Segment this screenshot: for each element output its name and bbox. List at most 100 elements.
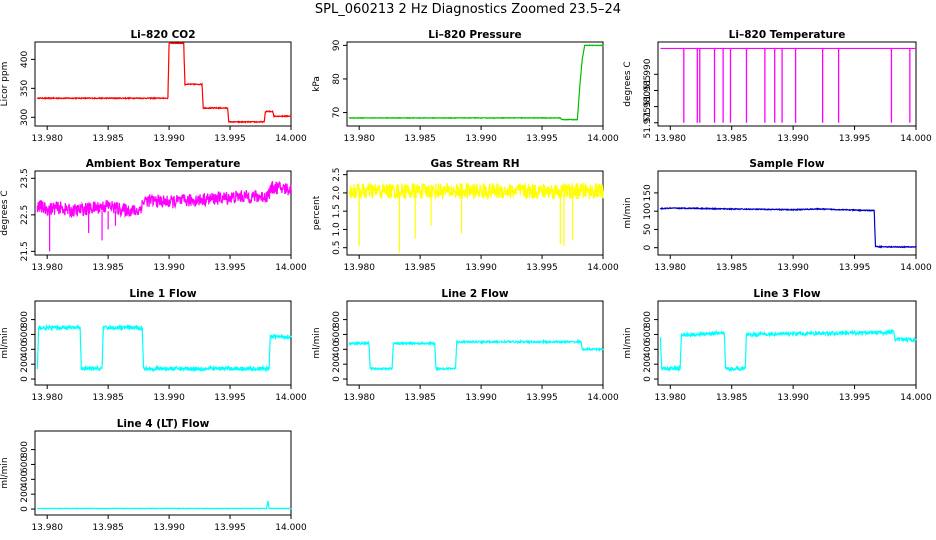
plot-frame [34,300,292,386]
panel-7: Line 1 Flow ml/min 13.980 13.985 13.990 13.99… [0,288,307,403]
x-tick-label: 13.995 [839,393,871,403]
y-tick-label: 200 [332,355,342,372]
x-tick-label: 13.990 [777,263,809,273]
x-tick-label: 14.000 [275,393,307,403]
panel-title: Li–820 Temperature [729,29,846,41]
panel-1: Li–820 CO2 Licor ppm 13.980 13.985 13.990 13.… [0,29,307,144]
y-tick-label: 200 [20,355,30,372]
panel-2: Li–820 Pressure kPa 13.980 13.985 13.990 13.9… [312,29,619,144]
y-tick-label: 350 [20,79,30,96]
series [659,206,917,249]
series-line [348,44,604,121]
x-tick-label: 13.980 [31,263,63,273]
y-tick-label: 0 [20,376,30,382]
y-tick-label: 1.0 [332,222,342,237]
x-tick-label: 14.000 [275,134,307,144]
x-tick-label: 13.985 [404,134,436,144]
y-tick-label: 600 [20,456,30,473]
x-tick-label: 13.985 [404,393,436,403]
panel-6: Sample Flow ml/min 13.980 13.985 13.990 13.99… [623,158,932,273]
x-tick-label: 13.985 [92,134,124,144]
y-tick-label: 800 [332,311,342,328]
x-tick-label: 13.990 [465,393,497,403]
plot-frame [346,300,604,386]
y-tick-label: 2.0 [332,185,342,200]
x-tick-label: 13.995 [839,263,871,273]
y-tick-label: 300 [20,108,30,125]
x-tick-label: 13.980 [655,393,687,403]
y-axis-label: ml/min [623,197,633,228]
y-tick-label: 22.5 [20,205,30,225]
y-tick-label: 0 [332,376,342,382]
series-line [36,41,292,124]
y-tick-label: 51.975 [643,107,653,138]
panel-title: Line 4 (LT) Flow [117,418,210,430]
x-tick-label: 14.000 [275,523,307,533]
y-tick-label: 90 [332,39,342,51]
y-tick-label: 400 [20,340,30,357]
y-axis-label: ml/min [623,327,633,358]
plot-frame [34,41,292,127]
y-axis-label: percent [312,195,322,230]
series [348,182,604,254]
y-tick-label: 800 [20,311,30,328]
series-line [36,180,292,219]
panel-9: Line 3 Flow ml/min 13.980 13.985 13.990 13.99… [623,288,932,403]
x-tick-label: 14.000 [900,263,932,273]
y-tick-label: 100 [643,202,653,219]
plot-frame [657,170,917,256]
y-tick-label: 0 [20,506,30,512]
x-tick-label: 13.995 [526,263,558,273]
y-tick-label: 200 [20,485,30,502]
plot-frame [34,430,292,516]
y-axis-label: kPa [312,76,322,92]
x-tick-label: 13.990 [465,263,497,273]
panel-title: Line 3 Flow [753,288,820,300]
y-tick-label: 400 [20,470,30,487]
series-line [36,323,292,373]
y-tick-label: 50 [643,223,653,235]
panel-8: Line 2 Flow ml/min 13.980 13.985 13.990 13.99… [312,288,619,403]
panel-title: Li–820 Pressure [428,29,521,41]
x-tick-label: 13.980 [31,393,63,403]
x-tick-label: 13.990 [777,393,809,403]
x-tick-label: 13.985 [92,263,124,273]
y-axis-label: ml/min [0,457,10,488]
y-tick-label: 2.5 [332,167,342,181]
series [660,47,916,123]
x-tick-label: 14.000 [900,134,932,144]
x-tick-label: 13.985 [92,393,124,403]
series [348,44,604,121]
x-tick-label: 13.990 [153,263,185,273]
y-tick-label: 0 [643,245,653,251]
x-tick-label: 13.980 [31,134,63,144]
x-tick-label: 14.000 [587,134,619,144]
y-tick-label: 23.5 [20,168,30,188]
y-tick-label: 70 [332,107,342,119]
panel-title: Gas Stream RH [430,158,519,170]
panel-3: Li–820 Temperature degrees C 13.980 13.985 1… [623,29,932,144]
y-tick-label: 51.990 [643,58,653,90]
y-tick-label: 21.5 [20,241,30,261]
y-tick-label: 150 [643,184,653,201]
panel-title: Ambient Box Temperature [86,158,241,170]
series [36,180,292,252]
x-tick-label: 13.980 [343,134,375,144]
plot-frame [657,300,917,386]
x-tick-label: 13.995 [839,134,871,144]
x-tick-label: 13.995 [214,523,246,533]
panel-4: Ambient Box Temperature degrees C 13.980 13… [0,158,307,273]
plot-frame [346,41,604,127]
series [348,338,604,372]
plot-frame [346,170,604,256]
x-tick-label: 13.980 [343,263,375,273]
x-tick-label: 13.985 [716,393,748,403]
panel-title: Line 1 Flow [129,288,196,300]
x-tick-label: 13.995 [526,393,558,403]
series [36,500,292,510]
x-tick-label: 13.985 [716,134,748,144]
x-tick-label: 14.000 [587,263,619,273]
series-line [659,206,917,249]
x-tick-label: 13.990 [153,523,185,533]
x-tick-label: 13.985 [716,263,748,273]
